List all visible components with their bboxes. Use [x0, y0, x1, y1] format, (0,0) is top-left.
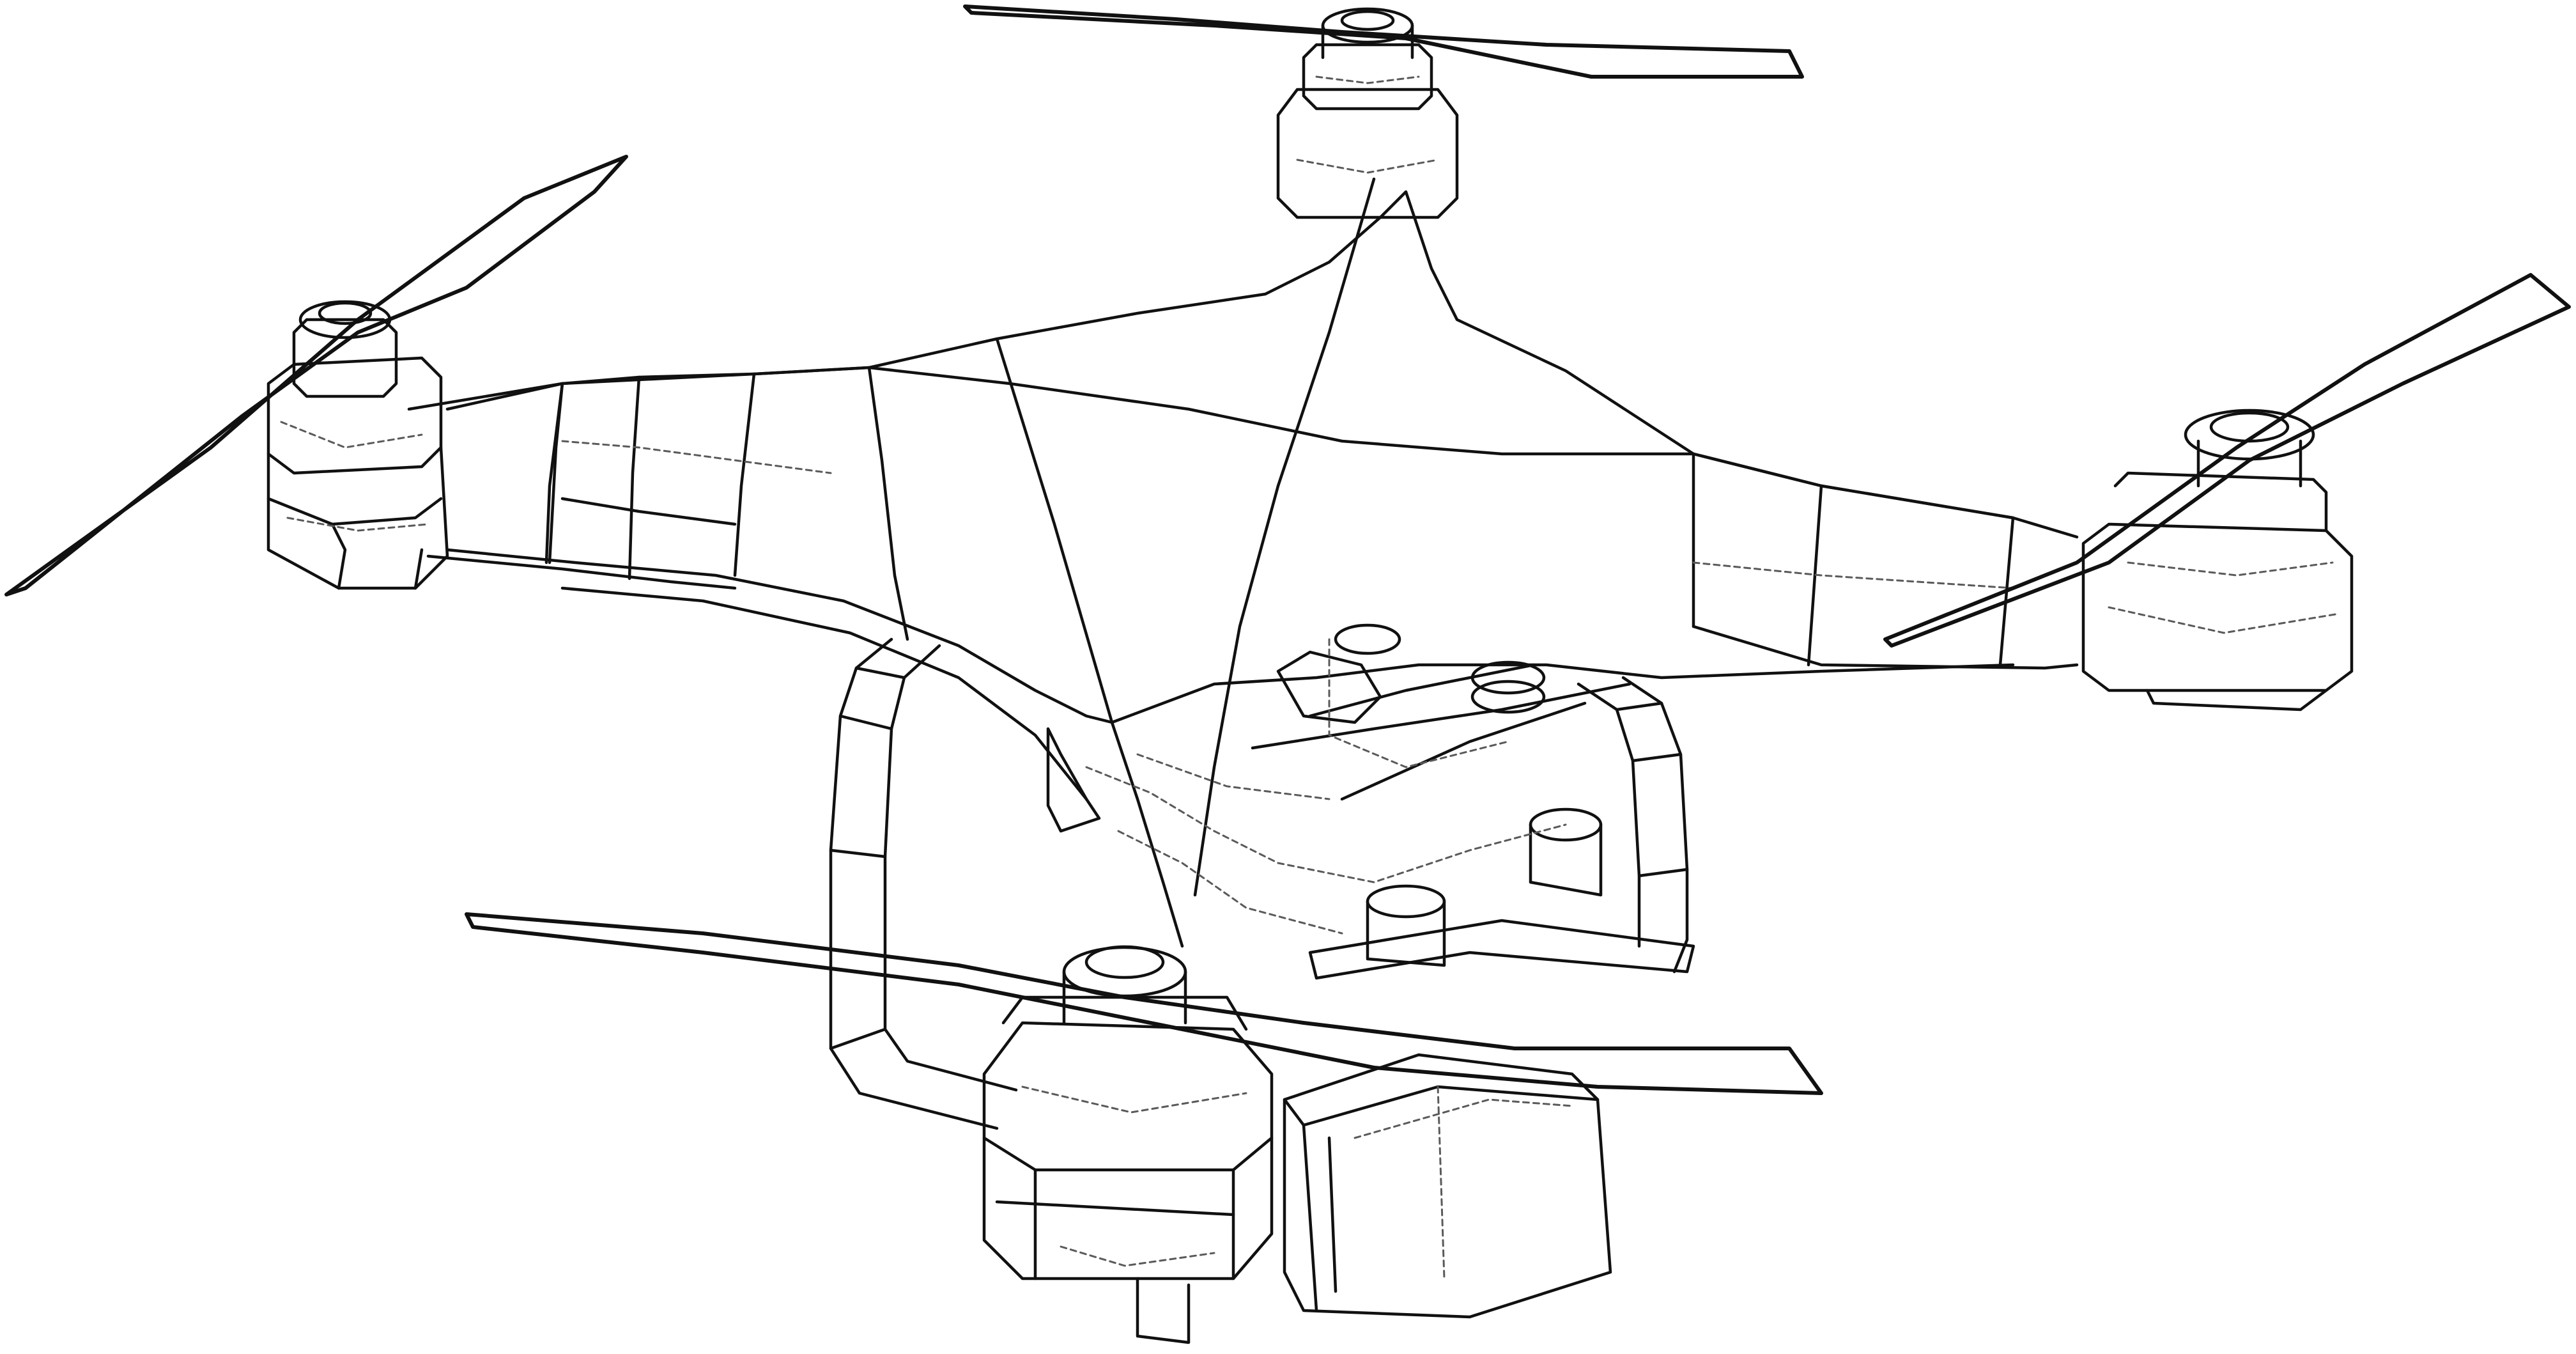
propeller-rear [963, 4, 1804, 79]
propeller-right [1883, 273, 2571, 648]
arm-left [407, 366, 871, 590]
motor-left [266, 300, 449, 590]
gimbal-assembly [1046, 623, 1695, 980]
propeller-front [465, 912, 1823, 1095]
landing-gear-right [1577, 676, 1689, 974]
drone-body [445, 177, 2015, 948]
landing-gear-left [829, 637, 1018, 1130]
motor-rear [1276, 7, 1459, 219]
motor-front [982, 945, 1272, 1344]
camera-box [1283, 1053, 1612, 1319]
propeller-left [4, 155, 628, 596]
motor-right [2081, 409, 2354, 712]
arm-right [1692, 452, 2079, 670]
